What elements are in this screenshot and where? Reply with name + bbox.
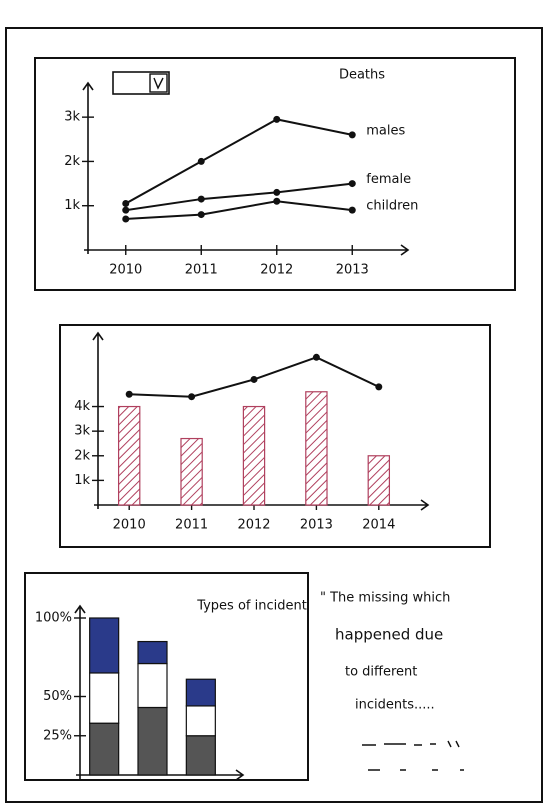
dropdown-button[interactable] bbox=[149, 73, 168, 93]
x-tick-label: 2013 bbox=[300, 518, 333, 533]
point bbox=[122, 200, 130, 207]
y-tick-label: 100% bbox=[35, 611, 72, 626]
point bbox=[125, 390, 133, 398]
panel-1 bbox=[34, 57, 516, 291]
bar bbox=[117, 405, 141, 506]
y-tick-label: 4k bbox=[74, 399, 90, 414]
point bbox=[273, 197, 281, 205]
x-tick-label: 2010 bbox=[113, 518, 146, 533]
point bbox=[122, 215, 130, 223]
point bbox=[188, 393, 196, 401]
point bbox=[348, 131, 356, 139]
point bbox=[197, 211, 205, 219]
bar-segment bbox=[89, 722, 120, 776]
x-tick-label: 2011 bbox=[175, 518, 208, 533]
panel-2 bbox=[59, 324, 491, 548]
point bbox=[273, 115, 281, 123]
note-line: happened due bbox=[335, 626, 443, 644]
bar-segment bbox=[89, 617, 120, 674]
y-tick-label: 1k bbox=[74, 473, 90, 488]
series-label: female bbox=[366, 172, 411, 187]
series-label: males bbox=[366, 123, 405, 138]
y-tick-label: 25% bbox=[43, 728, 72, 743]
page-frame bbox=[5, 27, 543, 803]
y-tick-label: 3k bbox=[64, 110, 80, 125]
y-tick-label: 2k bbox=[64, 154, 80, 169]
y-axis bbox=[82, 81, 94, 254]
bar bbox=[180, 437, 203, 506]
note-line: to different bbox=[345, 665, 417, 680]
dropdown-box[interactable] bbox=[112, 71, 170, 95]
scribble bbox=[362, 740, 464, 771]
point bbox=[348, 206, 356, 214]
chart-title: Types of incident bbox=[196, 599, 307, 614]
bar bbox=[242, 405, 266, 506]
point bbox=[197, 157, 205, 165]
point bbox=[375, 383, 383, 391]
y-tick-label: 3k bbox=[74, 424, 90, 439]
y-tick-label: 2k bbox=[74, 448, 90, 463]
point bbox=[273, 188, 281, 196]
dropdown[interactable] bbox=[112, 71, 170, 95]
x-tick-label: 2012 bbox=[237, 518, 270, 533]
x-tick-label: 2010 bbox=[109, 263, 142, 278]
y-axis bbox=[92, 331, 104, 509]
x-axis bbox=[84, 244, 410, 256]
bar-segment bbox=[185, 735, 216, 776]
x-tick-label: 2012 bbox=[260, 263, 293, 278]
bar-segment bbox=[137, 706, 168, 776]
x-tick-label: 2011 bbox=[185, 263, 218, 278]
bar-segment bbox=[185, 678, 216, 707]
point bbox=[122, 206, 130, 214]
y-axis bbox=[74, 604, 86, 779]
y-tick-label: 1k bbox=[64, 198, 80, 213]
point bbox=[197, 195, 205, 203]
point bbox=[348, 180, 356, 188]
bar-segment bbox=[89, 672, 120, 724]
bar-segment bbox=[137, 662, 168, 709]
note-line: incidents..... bbox=[355, 698, 435, 713]
note-line: " The missing which bbox=[320, 591, 450, 606]
bar-segment bbox=[185, 705, 216, 737]
line bbox=[125, 182, 353, 212]
bar bbox=[367, 455, 391, 506]
line bbox=[125, 200, 353, 220]
dropdown-arrow bbox=[153, 77, 164, 90]
x-tick-label: 2014 bbox=[362, 518, 395, 533]
bar-segment bbox=[137, 640, 168, 665]
line bbox=[125, 118, 353, 205]
bar bbox=[305, 391, 328, 506]
chart-title: Deaths bbox=[339, 68, 385, 83]
series-label: children bbox=[366, 199, 418, 214]
y-tick-label: 50% bbox=[43, 689, 72, 704]
point bbox=[312, 353, 320, 361]
panel-3 bbox=[24, 572, 309, 781]
x-tick-label: 2013 bbox=[336, 263, 369, 278]
point bbox=[250, 375, 258, 383]
